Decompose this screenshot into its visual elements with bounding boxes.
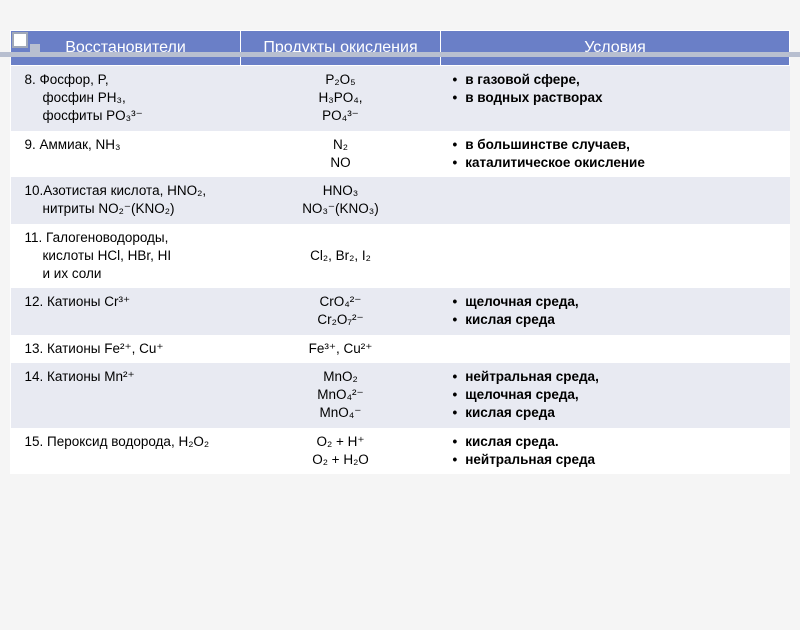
deco-square: [12, 32, 28, 48]
table-row: 10.Азотистая кислота, HNO₂, нитриты NO₂⁻(…: [11, 177, 790, 223]
condition-item: щелочная среда,: [453, 386, 782, 404]
product-line: Fe³⁺, Cu²⁺: [249, 340, 433, 358]
condition-item: кислая среда: [453, 404, 782, 422]
condition-item: кислая среда: [453, 311, 782, 329]
products-cell: N₂NO: [241, 131, 441, 177]
products-cell: Cl₂, Br₂, I₂: [241, 224, 441, 289]
condition-item: каталитическое окисление: [453, 154, 782, 172]
conditions-cell: щелочная среда,кислая среда: [441, 288, 790, 334]
condition-item: в газовой сфере,: [453, 71, 782, 89]
reducer-cell: 10.Азотистая кислота, HNO₂, нитриты NO₂⁻(…: [11, 177, 241, 223]
product-line: MnO₂: [249, 368, 433, 386]
conditions-cell: [441, 224, 790, 289]
reducer-line: кислоты HCl, HBr, HI: [25, 247, 233, 265]
products-cell: HNO₃NO₃⁻(KNO₃): [241, 177, 441, 223]
product-line: H₃PO₄,: [249, 89, 433, 107]
reducer-line: и их соли: [25, 265, 233, 283]
condition-item: в большинстве случаев,: [453, 136, 782, 154]
conditions-cell: в большинстве случаев,каталитическое оки…: [441, 131, 790, 177]
table-row: 13. Катионы Fe²⁺, Cu⁺ Fe³⁺, Cu²⁺: [11, 335, 790, 363]
conditions-cell: нейтральная среда,щелочная среда,кислая …: [441, 363, 790, 428]
reducer-line: 12. Катионы Cr³⁺: [25, 294, 131, 309]
reducer-cell: 9. Аммиак, NH₃: [11, 131, 241, 177]
reducer-line: 8. Фосфор, P,: [25, 72, 109, 87]
reducer-line: фосфин PH₃,: [25, 89, 233, 107]
product-line: Cr₂O₇²⁻: [249, 311, 433, 329]
table-row: 15. Пероксид водорода, H₂O₂ O₂ + H⁺O₂ + H…: [11, 428, 790, 474]
product-line: O₂ + H₂O: [249, 451, 433, 469]
conditions-list: нейтральная среда,щелочная среда,кислая …: [449, 368, 782, 423]
condition-item: кислая среда.: [453, 433, 782, 451]
condition-item: нейтральная среда: [453, 451, 782, 469]
table-row: 11. Галогеноводороды, кислоты HCl, HBr, H…: [11, 224, 790, 289]
product-line: CrO₄²⁻: [249, 293, 433, 311]
reducer-line: нитриты NO₂⁻(KNO₂): [25, 200, 233, 218]
product-line: P₂O₅: [249, 71, 433, 89]
product-line: Cl₂, Br₂, I₂: [249, 247, 433, 265]
reducer-line: 11. Галогеноводороды,: [25, 230, 169, 245]
header-conditions: Условия: [441, 31, 790, 66]
reducer-cell: 11. Галогеноводороды, кислоты HCl, HBr, H…: [11, 224, 241, 289]
condition-item: нейтральная среда,: [453, 368, 782, 386]
table-row: 9. Аммиак, NH₃N₂NOв большинстве случаев,…: [11, 131, 790, 177]
conditions-cell: [441, 335, 790, 363]
table-row: 14. Катионы Mn²⁺MnO₂MnO₄²⁻MnO₄⁻нейтральн…: [11, 363, 790, 428]
reducer-cell: 14. Катионы Mn²⁺: [11, 363, 241, 428]
conditions-cell: в газовой сфере,в водных растворах: [441, 66, 790, 131]
header-products: Продукты окисления: [241, 31, 441, 66]
chemistry-table: Восстановители Продукты окисления Услови…: [10, 30, 790, 474]
product-line: HNO₃: [249, 182, 433, 200]
reducer-cell: 15. Пероксид водорода, H₂O₂: [11, 428, 241, 474]
table-row: 12. Катионы Cr³⁺CrO₄²⁻Cr₂O₇²⁻щелочная ср…: [11, 288, 790, 334]
reducer-line: фосфиты PO₃³⁻: [25, 107, 233, 125]
reducer-cell: 13. Катионы Fe²⁺, Cu⁺: [11, 335, 241, 363]
products-cell: P₂O₅H₃PO₄,PO₄³⁻: [241, 66, 441, 131]
product-line: O₂ + H⁺: [249, 433, 433, 451]
reducer-line: 14. Катионы Mn²⁺: [25, 369, 135, 384]
conditions-cell: [441, 177, 790, 223]
product-line: MnO₄⁻: [249, 404, 433, 422]
table-row: 8. Фосфор, P, фосфин PH₃,фосфиты PO₃³⁻ P₂O…: [11, 66, 790, 131]
reducer-cell: 12. Катионы Cr³⁺: [11, 288, 241, 334]
product-line: NO: [249, 154, 433, 172]
product-line: N₂: [249, 136, 433, 154]
product-line: PO₄³⁻: [249, 107, 433, 125]
reducer-line: 9. Аммиак, NH₃: [25, 137, 121, 152]
conditions-list: в газовой сфере,в водных растворах: [449, 71, 782, 107]
products-cell: Fe³⁺, Cu²⁺: [241, 335, 441, 363]
condition-item: щелочная среда,: [453, 293, 782, 311]
product-line: NO₃⁻(KNO₃): [249, 200, 433, 218]
product-line: [249, 229, 433, 247]
products-cell: O₂ + H⁺O₂ + H₂O: [241, 428, 441, 474]
reducer-line: 10.Азотистая кислота, HNO₂,: [25, 183, 207, 198]
deco-bar: [0, 52, 800, 57]
reducer-line: 15. Пероксид водорода, H₂O₂: [25, 434, 210, 449]
conditions-list: щелочная среда,кислая среда: [449, 293, 782, 329]
reducer-line: 13. Катионы Fe²⁺, Cu⁺: [25, 341, 164, 356]
conditions-list: кислая среда.нейтральная среда: [449, 433, 782, 469]
conditions-cell: кислая среда.нейтральная среда: [441, 428, 790, 474]
reducer-cell: 8. Фосфор, P, фосфин PH₃,фосфиты PO₃³⁻: [11, 66, 241, 131]
condition-item: в водных растворах: [453, 89, 782, 107]
products-cell: MnO₂MnO₄²⁻MnO₄⁻: [241, 363, 441, 428]
products-cell: CrO₄²⁻Cr₂O₇²⁻: [241, 288, 441, 334]
product-line: MnO₄²⁻: [249, 386, 433, 404]
conditions-list: в большинстве случаев,каталитическое оки…: [449, 136, 782, 172]
